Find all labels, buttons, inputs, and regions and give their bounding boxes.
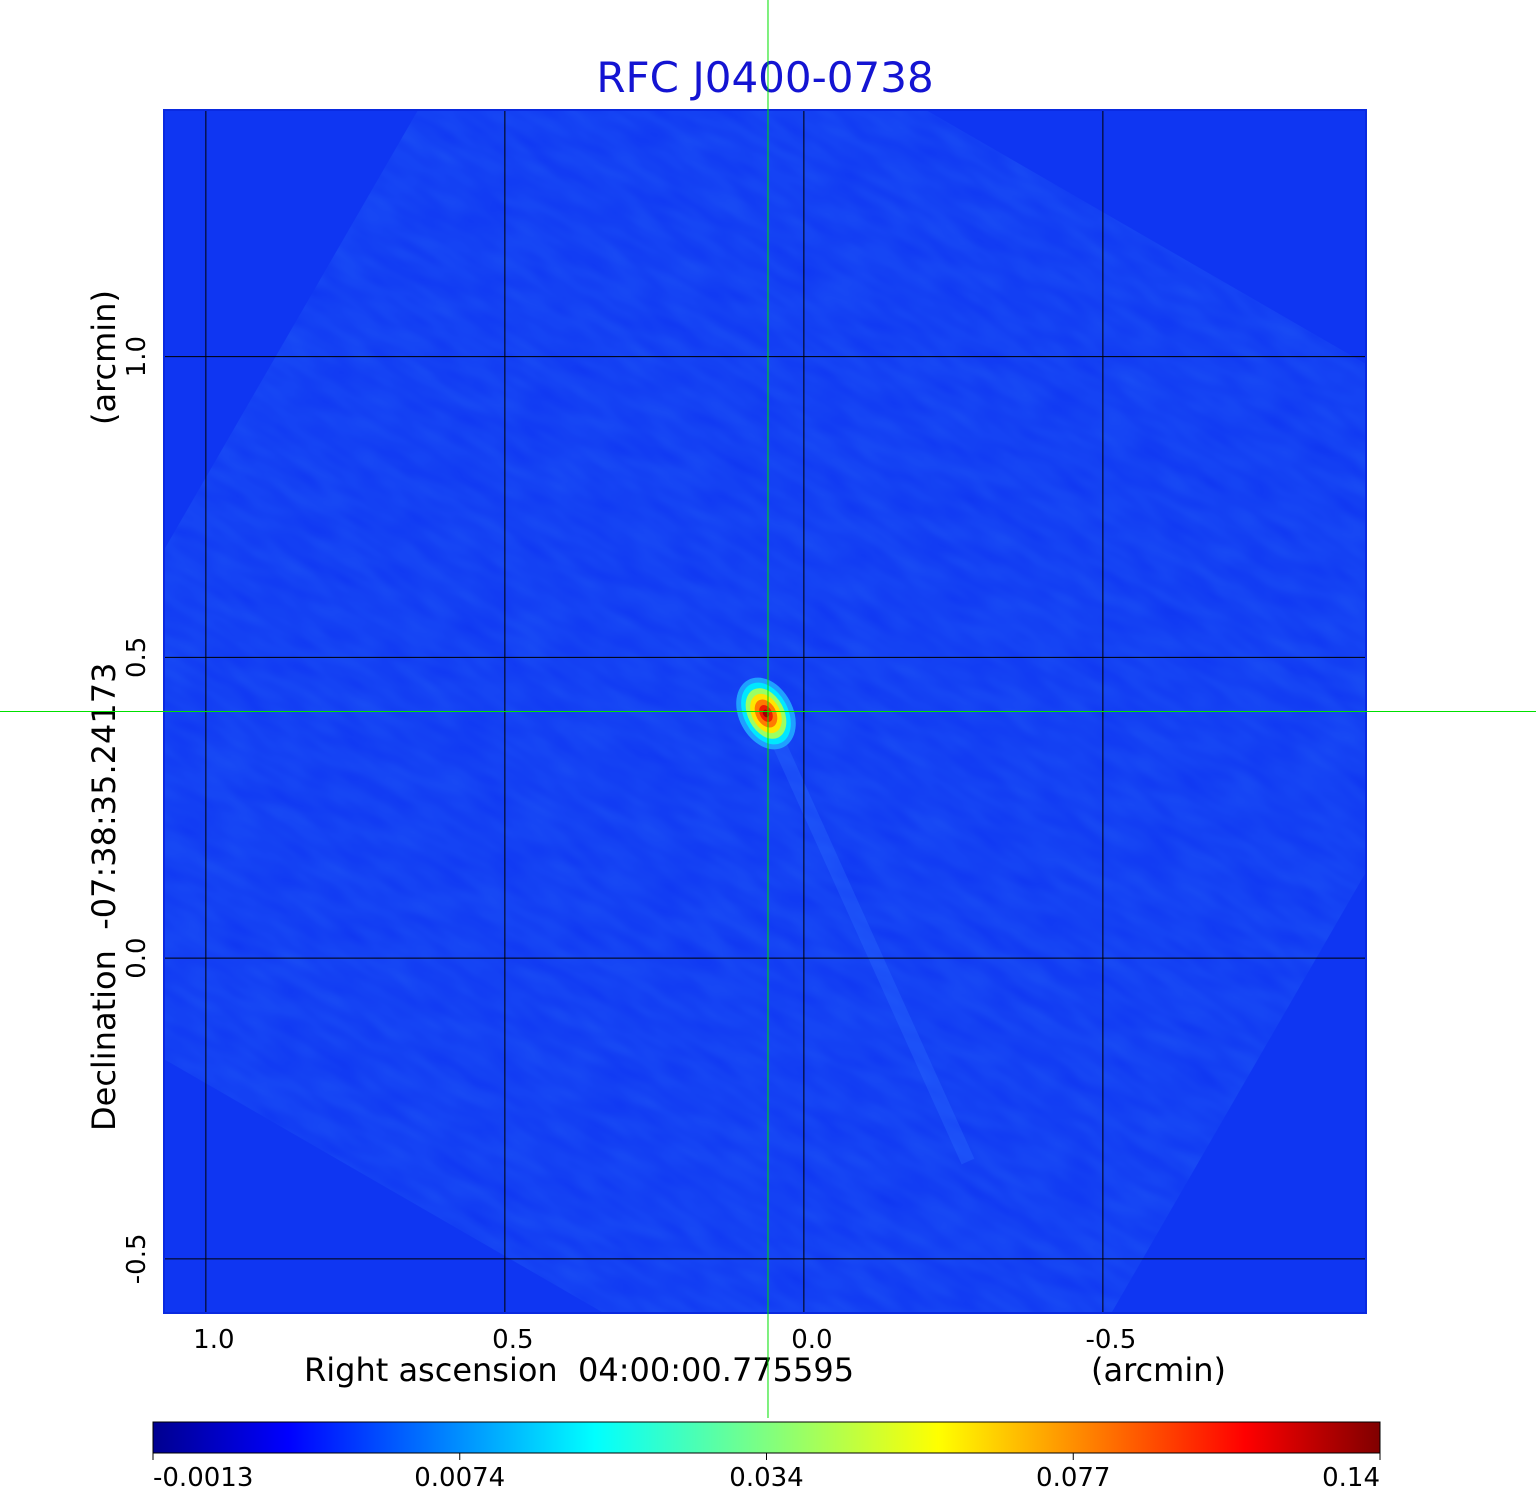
y-tick-label: 0.5	[122, 637, 152, 678]
y-tick-labels: 1.0 0.5 0.0 -0.5	[122, 336, 152, 1284]
x-axis-unit: (arcmin)	[1091, 1351, 1226, 1389]
source-blob	[736, 677, 975, 1165]
colorbar-tick-label: 0.0074	[414, 1463, 505, 1493]
crosshair	[0, 0, 1536, 1418]
y-tick-label: 1.0	[122, 336, 152, 377]
colorbar	[152, 1421, 1381, 1454]
x-tick-label: 1.0	[193, 1325, 234, 1355]
x-tick-label: 0.5	[492, 1325, 533, 1355]
x-axis-label: Right ascension 04:00:00.775595	[304, 1351, 854, 1389]
x-tick-labels: 1.0 0.5 0.0 -0.5	[193, 1325, 1136, 1355]
chart-title: RFC J0400-0738	[596, 53, 933, 102]
colorbar-tick-label: 0.077	[1036, 1463, 1110, 1493]
grid-lines	[164, 110, 1366, 1313]
y-tick-label: -0.5	[122, 1233, 152, 1284]
colorbar-tick-label: -0.0013	[153, 1463, 253, 1493]
sidelobe-streak	[771, 738, 975, 1165]
x-tick-label: -0.5	[1086, 1325, 1137, 1355]
colorbar-tick-label: 0.14	[1322, 1463, 1380, 1493]
y-tick-label: 0.0	[122, 937, 152, 978]
y-axis-label: Declination -07:38:35.24173	[85, 663, 123, 1131]
colorbar-ticks: -0.0013 0.0074 0.034 0.077 0.14	[152, 1453, 1381, 1493]
colorbar-tick-label: 0.034	[729, 1463, 803, 1493]
x-tick-label: 0.0	[791, 1325, 832, 1355]
y-axis-unit: (arcmin)	[85, 290, 123, 425]
